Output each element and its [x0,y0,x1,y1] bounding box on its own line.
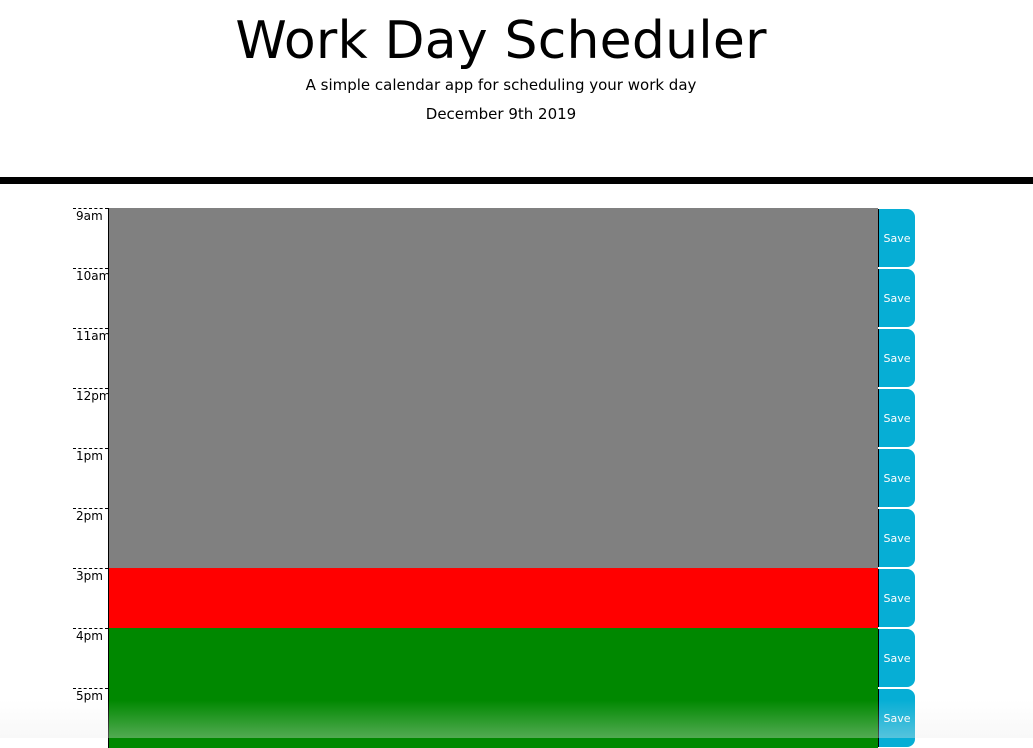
save-button[interactable]: Save [878,329,915,387]
time-block-row: 9am Save [0,208,1033,268]
time-block-row: 10am Save [0,268,1033,328]
save-button[interactable]: Save [878,689,915,747]
time-block-row: 11am Save [0,328,1033,388]
save-button[interactable]: Save [878,209,915,267]
save-button-label: Save [883,711,911,725]
hour-label: 5pm [73,688,108,747]
page-title: Work Day Scheduler [235,11,767,71]
save-button[interactable]: Save [878,629,915,687]
save-button-label: Save [883,531,911,545]
event-description-input[interactable] [108,508,878,568]
event-description-input[interactable] [108,448,878,508]
hour-label: 12pm [73,388,111,447]
time-block-row: 1pm Save [0,448,1033,508]
event-description-input[interactable] [108,628,878,688]
time-block-row: 4pm Save [0,628,1033,688]
save-button-label: Save [883,651,911,665]
save-button-label: Save [883,471,911,485]
save-button[interactable]: Save [878,269,915,327]
save-button[interactable]: Save [878,569,915,627]
time-block-row: 5pm Save [0,688,1033,748]
time-block-row: 2pm Save [0,508,1033,568]
header: Work Day Scheduler A simple calendar app… [0,0,1033,177]
header-divider [0,177,1033,184]
time-block-row: 12pm Save [0,388,1033,448]
save-button-label: Save [883,411,911,425]
hour-label: 3pm [73,568,108,627]
save-button[interactable]: Save [878,449,915,507]
hour-label: 9am [73,208,108,267]
save-button-label: Save [883,291,911,305]
page-subtitle: A simple calendar app for scheduling you… [305,76,697,94]
save-button-label: Save [883,591,911,605]
current-day: December 9th 2019 [425,105,577,123]
save-button-label: Save [883,231,911,245]
hour-label: 2pm [73,508,108,567]
time-block-row: 3pm Save [0,568,1033,628]
save-button-label: Save [883,351,911,365]
hour-label: 11am [73,328,110,387]
save-button[interactable]: Save [878,389,915,447]
event-description-input[interactable] [108,328,878,388]
hour-label: 1pm [73,448,108,507]
event-description-input[interactable] [108,568,878,628]
time-block-list: 9am Save 10am Save 11am Save 12pm Save 1… [0,208,1033,748]
event-description-input[interactable] [108,388,878,448]
event-description-input[interactable] [108,208,878,268]
event-description-input[interactable] [108,268,878,328]
hour-label: 4pm [73,628,108,687]
save-button[interactable]: Save [878,509,915,567]
hour-label: 10am [73,268,110,327]
event-description-input[interactable] [108,688,878,748]
